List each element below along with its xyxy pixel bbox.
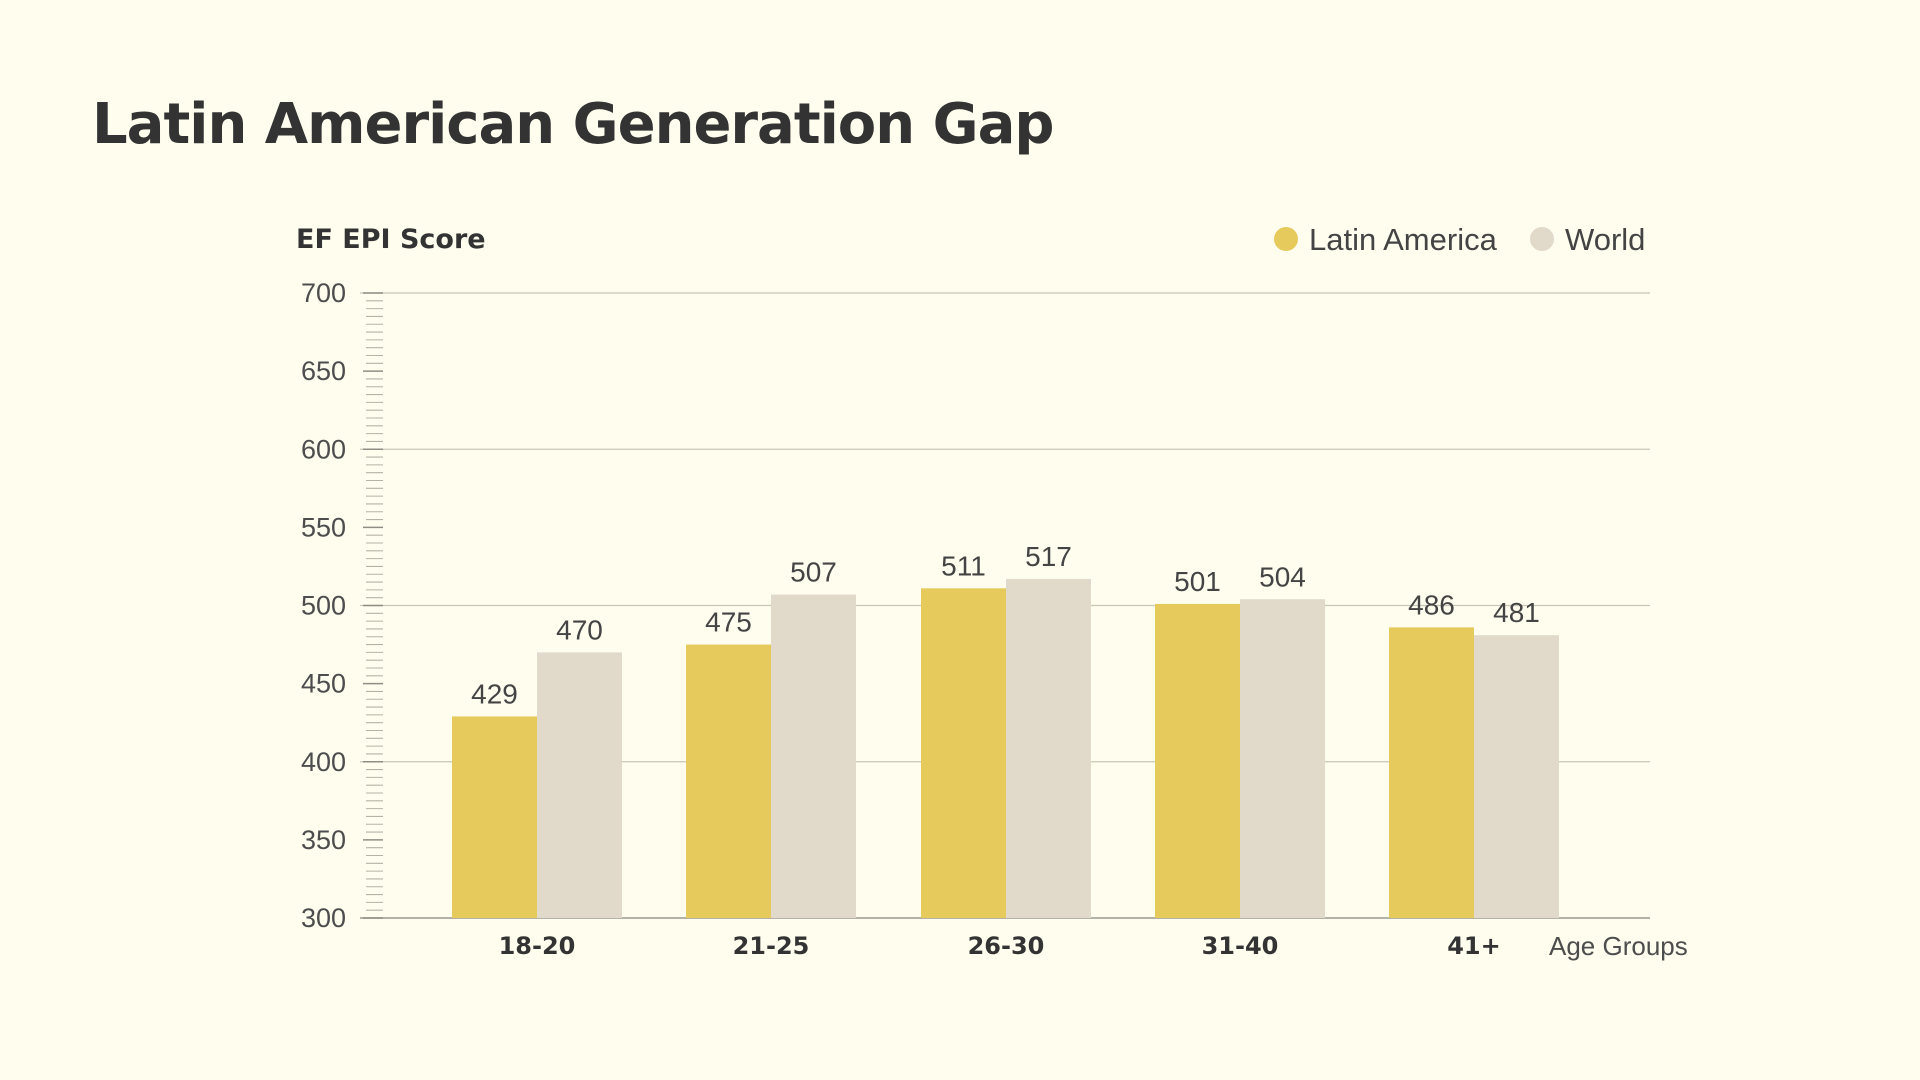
y-tick-label: 500 [301,591,346,621]
data-label: 486 [1408,589,1455,620]
legend-label-world: World [1565,222,1645,257]
x-tick-label: 41+ [1447,932,1501,960]
data-label: 481 [1493,597,1540,628]
legend-swatch-world [1530,227,1554,251]
legend: Latin America World [1274,222,1645,257]
y-tick-label: 650 [301,356,346,386]
data-label: 470 [556,614,603,645]
x-axis-title: Age Groups [1549,931,1688,961]
y-axis-title: EF EPI Score [296,224,486,255]
data-label: 517 [1025,541,1072,572]
y-tick-label: 350 [301,825,346,855]
x-tick-label: 18-20 [499,932,576,960]
bar-world-31-40 [1240,599,1325,918]
page-title: Latin American Generation Gap [92,92,1054,157]
bar-world-26-30 [1006,578,1091,918]
x-tick-label: 21-25 [733,932,810,960]
bar-latin-america-21-25 [686,644,771,918]
data-label: 511 [941,550,986,581]
bar-world-41+ [1474,635,1559,918]
y-tick-label: 400 [301,747,346,777]
bar-latin-america-41+ [1389,627,1474,918]
x-tick-label: 31-40 [1202,932,1279,960]
y-tick-label: 600 [301,434,346,464]
y-tick-label: 450 [301,669,346,699]
bar-world-18-20 [537,652,622,918]
bar-latin-america-26-30 [921,588,1006,918]
bar-world-21-25 [771,594,856,918]
bar-latin-america-18-20 [452,716,537,918]
data-label: 475 [705,607,752,638]
data-label: 501 [1174,566,1221,597]
y-tick-label: 300 [301,903,346,933]
legend-label-latin-america: Latin America [1309,222,1498,257]
bar-latin-america-31-40 [1155,603,1240,918]
data-label: 507 [790,557,837,588]
bars-layer [452,578,1559,918]
y-tick-label: 550 [301,512,346,542]
data-label: 504 [1259,561,1306,592]
y-tick-label: 700 [301,278,346,308]
labels-layer: 300 350 400 450 500 550 600 650 700 429 470 18-20 47… [301,278,1540,960]
y-axis-ruler [363,292,383,919]
data-label: 429 [471,678,518,709]
legend-swatch-latin-america [1274,227,1298,251]
x-tick-label: 26-30 [968,932,1045,960]
